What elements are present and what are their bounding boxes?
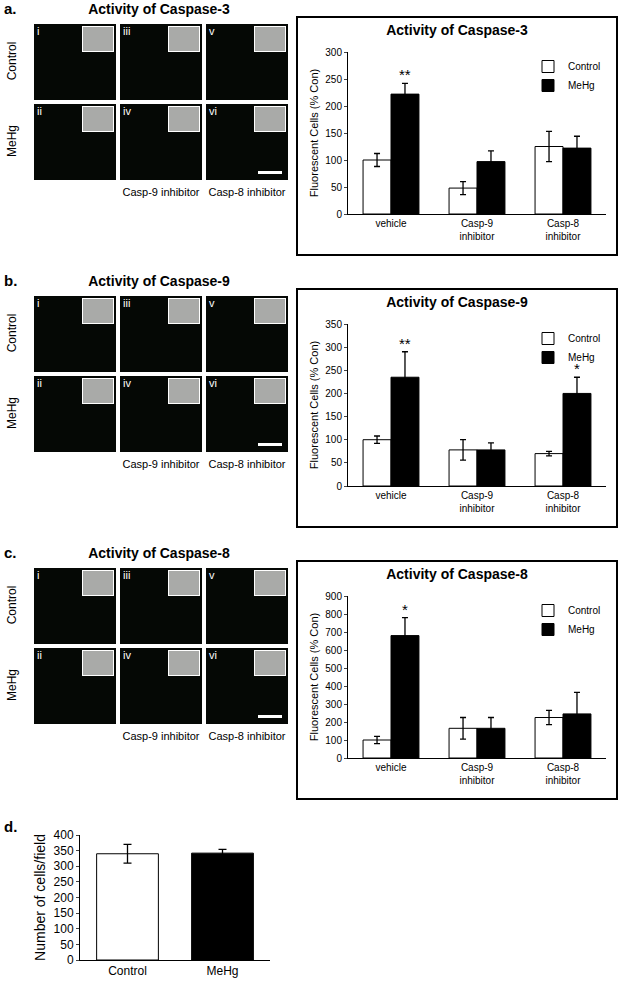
svg-text:MeHg: MeHg	[568, 624, 595, 635]
html-text:MeHg: MeHg	[5, 397, 19, 429]
svg-text:0: 0	[336, 481, 342, 492]
svg-text:250: 250	[325, 365, 342, 376]
svg-text:0: 0	[336, 209, 342, 220]
html-text:vi: vi	[209, 377, 217, 389]
svg-text:300: 300	[54, 859, 74, 873]
svg-text:MeHg: MeHg	[568, 80, 595, 91]
html-text:v: v	[209, 569, 215, 581]
svg-text:Activity of Caspase-3: Activity of Caspase-3	[386, 22, 528, 38]
svg-text:100: 100	[325, 155, 342, 166]
svg-text:Number of cells/field: Number of cells/field	[32, 834, 48, 961]
svg-text:Control: Control	[568, 333, 600, 344]
html-text:Casp-8 inhibitor: Casp-8 inhibitor	[208, 186, 286, 198]
svg-text:*: *	[402, 601, 408, 618]
svg-text:300: 300	[325, 47, 342, 58]
html-text:v: v	[209, 297, 215, 309]
svg-text:Control: Control	[568, 605, 600, 616]
html-text:v: v	[209, 25, 215, 37]
svg-text:Fluorescent Cells (% Con): Fluorescent Cells (% Con)	[308, 341, 320, 469]
html-text:MeHg: MeHg	[5, 125, 19, 157]
svg-text:Casp-9inhibitor: Casp-9inhibitor	[459, 218, 495, 242]
html-text:ii: ii	[37, 649, 42, 661]
svg-text:Activity of Caspase-8: Activity of Caspase-8	[386, 566, 528, 582]
svg-text:Casp-8inhibitor: Casp-8inhibitor	[545, 490, 581, 514]
svg-text:350: 350	[54, 844, 74, 858]
svg-text:0: 0	[336, 753, 342, 764]
svg-text:100: 100	[325, 735, 342, 746]
svg-text:400: 400	[325, 681, 342, 692]
html-text:i: i	[37, 297, 40, 309]
svg-text:0: 0	[67, 953, 74, 967]
svg-text:Casp-8inhibitor: Casp-8inhibitor	[545, 762, 581, 786]
html-text:Control: Control	[5, 585, 19, 625]
svg-text:Activity of Caspase-9: Activity of Caspase-9	[386, 294, 528, 310]
svg-text:150: 150	[54, 906, 74, 920]
html-text:c.: c.	[4, 544, 17, 561]
svg-text:MeHg: MeHg	[568, 352, 595, 363]
svg-text:200: 200	[325, 101, 342, 112]
svg-text:150: 150	[325, 411, 342, 422]
svg-text:300: 300	[325, 699, 342, 710]
svg-text:**: **	[399, 335, 411, 352]
html-text:Casp-9 inhibitor: Casp-9 inhibitor	[122, 186, 200, 198]
html-text:ii: ii	[37, 377, 42, 389]
html-text:Activity of Caspase-3: Activity of Caspase-3	[88, 1, 230, 17]
svg-text:Fluorescent Cells (% Con): Fluorescent Cells (% Con)	[308, 613, 320, 741]
svg-text:Fluorescent Cells (% Con): Fluorescent Cells (% Con)	[308, 69, 320, 197]
html-text:ii: ii	[37, 105, 42, 117]
html-text:iv: iv	[123, 377, 131, 389]
svg-text:MeHg: MeHg	[206, 964, 238, 978]
svg-text:300: 300	[325, 342, 342, 353]
html-text:Control: Control	[5, 313, 19, 353]
svg-text:200: 200	[325, 388, 342, 399]
svg-text:Control: Control	[108, 964, 147, 978]
svg-text:vehicle: vehicle	[375, 218, 407, 229]
svg-text:200: 200	[325, 717, 342, 728]
svg-text:50: 50	[331, 182, 343, 193]
html-text:Casp-9 inhibitor: Casp-9 inhibitor	[122, 458, 200, 470]
html-text:i: i	[37, 25, 40, 37]
svg-text:900: 900	[325, 591, 342, 602]
svg-text:Control: Control	[568, 61, 600, 72]
svg-text:250: 250	[54, 875, 74, 889]
svg-text:vehicle: vehicle	[375, 762, 407, 773]
html-text:vi: vi	[209, 649, 217, 661]
svg-text:500: 500	[325, 663, 342, 674]
svg-text:600: 600	[325, 645, 342, 656]
html-text:iii: iii	[123, 297, 131, 309]
html-text:vi: vi	[209, 105, 217, 117]
svg-text:Casp-9inhibitor: Casp-9inhibitor	[459, 490, 495, 514]
html-text:d.: d.	[4, 818, 18, 835]
svg-text:100: 100	[325, 434, 342, 445]
svg-text:800: 800	[325, 609, 342, 620]
svg-text:400: 400	[54, 828, 74, 842]
html-text:iii: iii	[123, 569, 131, 581]
svg-text:50: 50	[60, 938, 74, 952]
svg-text:250: 250	[325, 74, 342, 85]
html-text:Casp-8 inhibitor: Casp-8 inhibitor	[208, 458, 286, 470]
html-text:Control: Control	[5, 41, 19, 81]
svg-text:Casp-9inhibitor: Casp-9inhibitor	[459, 762, 495, 786]
svg-text:200: 200	[54, 891, 74, 905]
svg-text:100: 100	[54, 922, 74, 936]
html-text:Casp-8 inhibitor: Casp-8 inhibitor	[208, 730, 286, 742]
html-text:iv: iv	[123, 649, 131, 661]
svg-text:**: **	[399, 66, 411, 83]
html-text:Casp-9 inhibitor: Casp-9 inhibitor	[122, 730, 200, 742]
svg-text:700: 700	[325, 627, 342, 638]
html-text:iv: iv	[123, 105, 131, 117]
html-text:Activity of Caspase-9: Activity of Caspase-9	[88, 273, 230, 289]
svg-text:Casp-8inhibitor: Casp-8inhibitor	[545, 218, 581, 242]
html-text:b.: b.	[4, 272, 18, 289]
html-text:MeHg: MeHg	[5, 669, 19, 701]
svg-text:350: 350	[325, 319, 342, 330]
svg-text:*: *	[574, 360, 580, 377]
svg-text:vehicle: vehicle	[375, 490, 407, 501]
svg-text:50: 50	[331, 457, 343, 468]
svg-text:150: 150	[325, 128, 342, 139]
html-text:iii: iii	[123, 25, 131, 37]
html-text:Activity of Caspase-8: Activity of Caspase-8	[88, 545, 230, 561]
html-text:a.: a.	[4, 0, 17, 17]
html-text:i: i	[37, 569, 40, 581]
